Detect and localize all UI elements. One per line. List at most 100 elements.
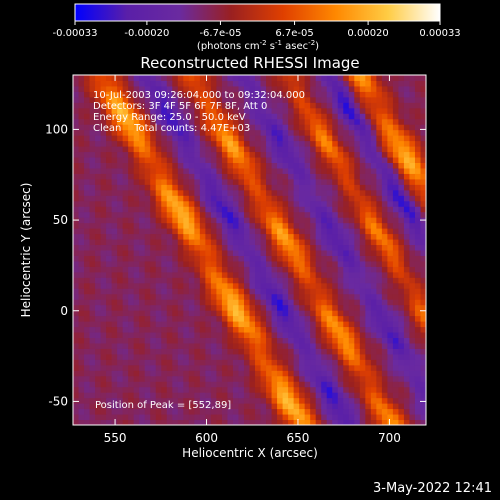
heatmap-cell [100,397,107,404]
heatmap-cell [343,293,350,300]
heatmap-cell [376,222,383,229]
heatmap-cell [359,397,366,404]
heatmap-cell [381,151,388,158]
heatmap-cell [238,359,245,366]
heatmap-cell [89,370,96,377]
heatmap-cell [343,255,350,262]
heatmap-cell [161,332,168,338]
heatmap-cell [381,222,388,229]
heatmap-cell [277,85,284,92]
heatmap-cell [348,178,355,185]
heatmap-cell [232,118,239,125]
heatmap-cell [133,113,140,120]
heatmap-cell [155,91,162,98]
heatmap-cell [381,167,388,174]
heatmap-cell [199,151,206,158]
heatmap-cell [266,80,273,87]
heatmap-cell [365,403,372,410]
heatmap-cell [304,195,311,202]
heatmap-cell [255,96,262,103]
heatmap-cell [122,260,129,267]
heatmap-cell [84,75,91,81]
heatmap-cell [310,299,317,306]
heatmap-cell [326,271,333,278]
heatmap-cell [199,266,206,273]
heatmap-cell [255,206,262,213]
heatmap-cell [106,91,113,98]
heatmap-cell [199,129,206,136]
heatmap-cell [122,364,129,371]
heatmap-cell [188,124,195,131]
heatmap-cell [139,299,146,306]
heatmap-cell [243,260,250,267]
heatmap-cell [293,206,300,213]
heatmap-cell [414,381,421,388]
heatmap-cell [111,189,118,196]
heatmap-cell [288,332,295,338]
heatmap-cell [95,96,102,103]
heatmap-cell [354,167,361,174]
heatmap-cell [310,271,317,278]
heatmap-cell [166,189,173,196]
heatmap-cell [210,228,217,235]
heatmap-cell [337,353,344,360]
heatmap-cell [128,332,135,338]
heatmap-cell [205,151,212,158]
heatmap-cell [293,353,300,360]
heatmap-cell [139,403,146,410]
heatmap-cell [315,386,322,393]
heatmap-cell [343,342,350,349]
heatmap-cell [332,91,339,98]
heatmap-cell [387,397,394,404]
heatmap-cell [221,315,228,322]
heatmap-cell [420,260,426,267]
heatmap-cell [106,206,113,213]
heatmap-cell [403,228,410,235]
heatmap-cell [117,304,124,311]
heatmap-cell [205,370,212,377]
heatmap-cell [177,178,184,185]
heatmap-cell [161,91,168,98]
heatmap-cell [359,118,366,125]
heatmap-cell [188,414,195,421]
heatmap-cell [255,102,262,109]
heatmap-cell [403,315,410,322]
heatmap-cell [365,321,372,328]
heatmap-cell [199,326,206,333]
heatmap-cell [139,260,146,267]
heatmap-cell [255,124,262,131]
heatmap-cell [155,173,162,180]
heatmap-cell [337,85,344,92]
heatmap-cell [299,304,306,311]
heatmap-cell [370,113,377,120]
heatmap-cell [183,337,190,344]
heatmap-cell [310,107,317,114]
heatmap-cell [210,304,217,311]
heatmap-cell [409,151,416,158]
heatmap-cell [310,315,317,322]
heatmap-cell [205,271,212,278]
heatmap-cell [78,157,85,163]
heatmap-cell [139,414,146,421]
heatmap-cell [216,282,223,289]
heatmap-cell [381,173,388,180]
heatmap-cell [78,392,85,399]
heatmap-cell [232,397,239,404]
heatmap-cell [106,146,113,153]
heatmap-cell [348,381,355,388]
heatmap-cell [414,342,421,349]
heatmap-cell [194,178,201,185]
heatmap-cell [381,124,388,131]
heatmap-cell [332,211,339,218]
heatmap-cell [409,129,416,136]
heatmap-cell [359,342,366,349]
annotation-energy-range: Energy Range: 25.0 - 50.0 keV [93,112,246,123]
heatmap-cell [420,239,426,246]
heatmap-cell [243,217,250,224]
heatmap-cell [420,211,426,218]
heatmap-cell [304,342,311,349]
heatmap-cell [409,173,416,180]
heatmap-cell [337,140,344,147]
heatmap-cell [238,271,245,278]
heatmap-cell [183,342,190,349]
